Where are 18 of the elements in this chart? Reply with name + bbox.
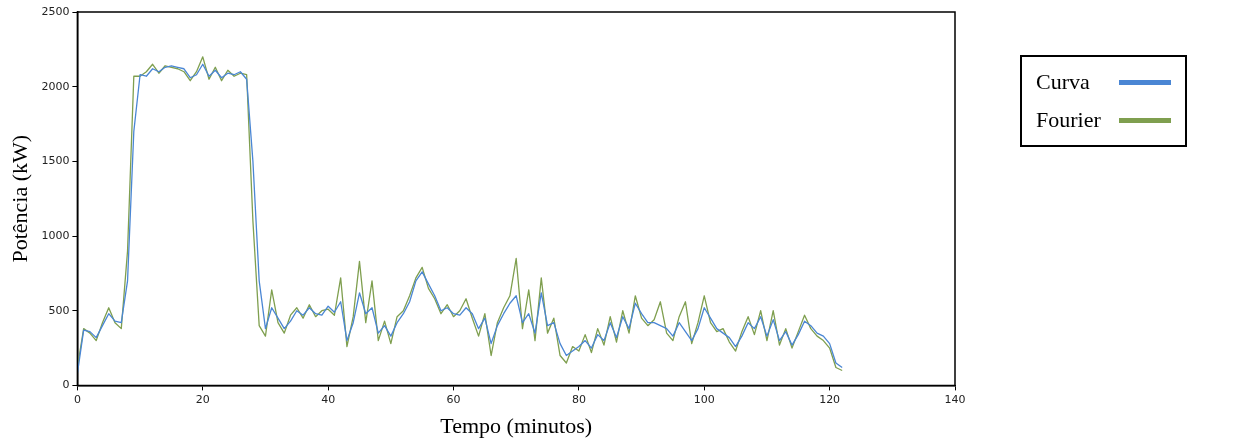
legend-label: Fourier — [1036, 107, 1101, 133]
y-tick-label: 500 — [48, 303, 70, 317]
y-tick-label: 2000 — [41, 79, 70, 93]
y-tick-label: 1000 — [41, 228, 70, 242]
y-tick-label: 0 — [62, 378, 70, 392]
x-tick-label: 100 — [693, 392, 715, 406]
legend-label: Curva — [1036, 69, 1090, 95]
y-axis-title: Potência (kW) — [6, 134, 32, 263]
y-tick-label: 1500 — [41, 154, 70, 168]
x-axis-title: Tempo (minutos) — [440, 412, 593, 438]
x-tick-label: 0 — [73, 392, 81, 406]
x-tick-label: 20 — [195, 392, 210, 406]
x-tick-label: 60 — [446, 392, 461, 406]
y-tick-label: 2500 — [41, 4, 70, 18]
x-tick-label: 140 — [944, 392, 966, 406]
x-tick-label: 120 — [819, 392, 841, 406]
x-tick-label: 80 — [571, 392, 586, 406]
x-tick-label: 40 — [321, 392, 336, 406]
